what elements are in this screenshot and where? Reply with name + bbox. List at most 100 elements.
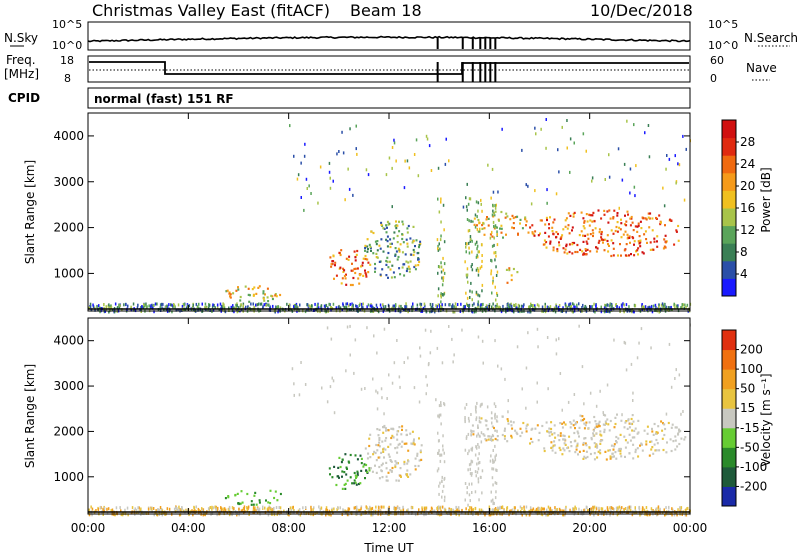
data-cell [401, 428, 403, 431]
data-cell [395, 159, 397, 163]
data-cell [236, 302, 238, 306]
data-cell [549, 305, 552, 309]
data-cell [553, 424, 556, 427]
data-cell [599, 430, 602, 433]
data-cell [482, 433, 485, 436]
data-cell [320, 304, 323, 308]
data-cell [354, 506, 357, 509]
data-cell [178, 505, 180, 509]
data-cell [418, 459, 421, 462]
data-cell [453, 305, 455, 309]
data-cell [272, 507, 274, 511]
data-cell [592, 432, 595, 435]
data-cell [333, 507, 335, 511]
data-cell [584, 437, 587, 440]
data-cell [414, 468, 417, 471]
data-cell [580, 509, 583, 513]
data-cell [631, 429, 634, 432]
data-cell [555, 352, 558, 356]
data-cell [440, 300, 442, 304]
data-cell [625, 303, 628, 307]
data-cell [569, 441, 572, 444]
data-cell [370, 507, 372, 511]
data-cell [679, 506, 681, 510]
data-cell [685, 147, 687, 151]
data-cell [478, 434, 481, 438]
colorbar-swatch [722, 278, 736, 297]
data-cell [325, 513, 327, 517]
data-cell [476, 227, 479, 231]
data-cell [595, 304, 597, 308]
data-cell [354, 481, 357, 484]
data-cell [674, 154, 676, 158]
data-cell [273, 513, 276, 517]
data-cell [541, 513, 544, 517]
data-cell [464, 305, 466, 309]
data-cell [651, 427, 653, 430]
data-cell [412, 225, 415, 228]
data-cell [255, 303, 258, 307]
data-cell [644, 217, 647, 220]
data-cell [381, 396, 383, 400]
data-cell [366, 250, 369, 253]
data-cell [413, 386, 416, 390]
data-cell [296, 177, 299, 181]
data-cell [654, 511, 657, 515]
data-cell [544, 308, 546, 312]
data-cell [428, 144, 431, 148]
data-cell [617, 449, 620, 452]
data-cell [662, 422, 664, 425]
data-cell [573, 211, 576, 214]
data-cell [468, 508, 470, 512]
data-cell [601, 507, 604, 511]
data-cell [500, 227, 503, 230]
data-cell [564, 507, 567, 511]
data-cell [425, 506, 427, 510]
data-cell [668, 308, 670, 312]
data-cell [631, 221, 634, 224]
data-cell [477, 424, 479, 428]
data-cell [462, 205, 465, 209]
data-cell [341, 475, 343, 478]
data-cell [409, 260, 412, 263]
data-cell [569, 170, 571, 174]
data-cell [645, 443, 648, 446]
data-cell [440, 401, 442, 405]
data-cell [241, 508, 244, 512]
data-cell [504, 427, 506, 430]
data-cell [530, 202, 533, 206]
data-cell [396, 339, 398, 342]
data-cell [345, 473, 348, 476]
data-cell [589, 391, 592, 395]
data-cell [148, 304, 150, 308]
data-cell [378, 428, 381, 431]
data-cell [360, 387, 363, 391]
data-cell [385, 231, 388, 234]
data-cell [440, 295, 442, 299]
data-cell [394, 447, 397, 450]
data-cell [438, 303, 440, 307]
data-cell [437, 248, 440, 252]
data-cell [564, 303, 567, 307]
data-cell [126, 506, 129, 510]
data-cell [469, 235, 472, 238]
data-cell [380, 505, 382, 509]
data-cell [655, 507, 658, 511]
data-cell [439, 306, 441, 309]
data-cell [443, 508, 446, 512]
data-cell [494, 416, 496, 420]
data-cell [535, 507, 538, 511]
data-cell [423, 302, 426, 306]
data-cell [685, 508, 687, 512]
data-cell [398, 250, 401, 253]
data-cell [580, 211, 583, 214]
data-cell [481, 224, 484, 227]
data-cell [470, 265, 473, 269]
data-cell [477, 250, 479, 254]
data-cell [655, 432, 657, 435]
data-cell [624, 439, 627, 442]
data-cell [362, 302, 364, 306]
data-cell [105, 305, 107, 309]
data-cell [430, 506, 433, 510]
data-cell [656, 442, 659, 445]
